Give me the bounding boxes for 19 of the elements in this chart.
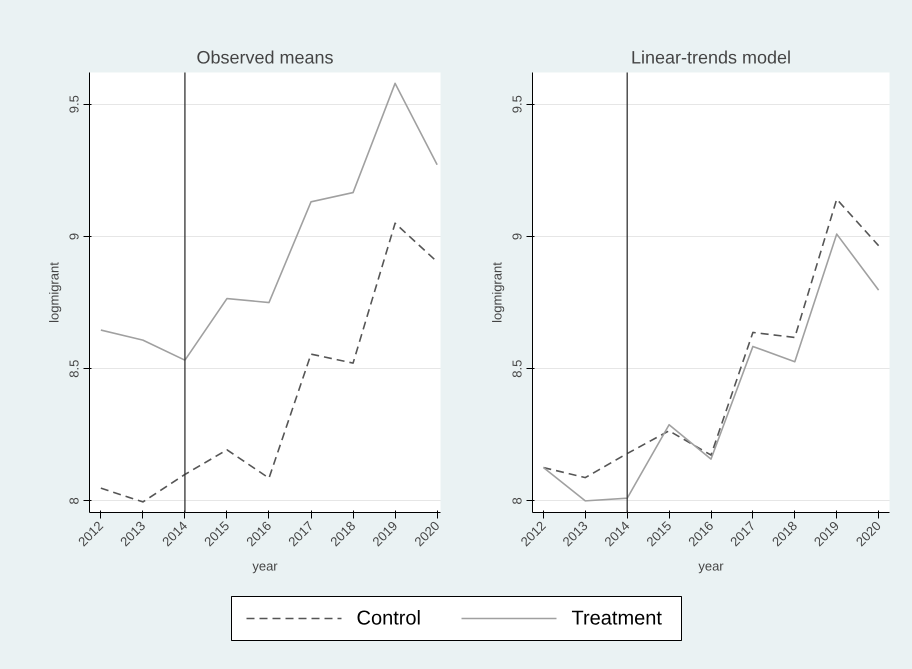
y-tick-label: 9.5 (66, 95, 82, 114)
x-axis-title: year (252, 558, 278, 574)
line-series (542, 233, 880, 502)
y-tick-label: 9 (66, 232, 82, 240)
legend-label: Control (356, 608, 421, 630)
chart-title: Linear-trends model (630, 48, 792, 68)
legend-label: Treatment (572, 608, 662, 630)
y-tick-label: 9.5 (510, 95, 524, 114)
y-tick-label: 8 (510, 497, 524, 504)
y-tick-label: 8.5 (510, 360, 524, 378)
y-tick-label: 9 (510, 232, 524, 240)
line-series (542, 198, 880, 478)
line-series (100, 82, 438, 361)
y-tick-label: 8.5 (66, 360, 82, 378)
chart-title: Observed means (196, 48, 334, 68)
x-axis-title: year (698, 558, 724, 574)
y-tick-label: 8 (66, 497, 82, 504)
y-axis-title: logmigrant (490, 262, 504, 323)
y-axis-title: logmigrant (46, 262, 62, 323)
